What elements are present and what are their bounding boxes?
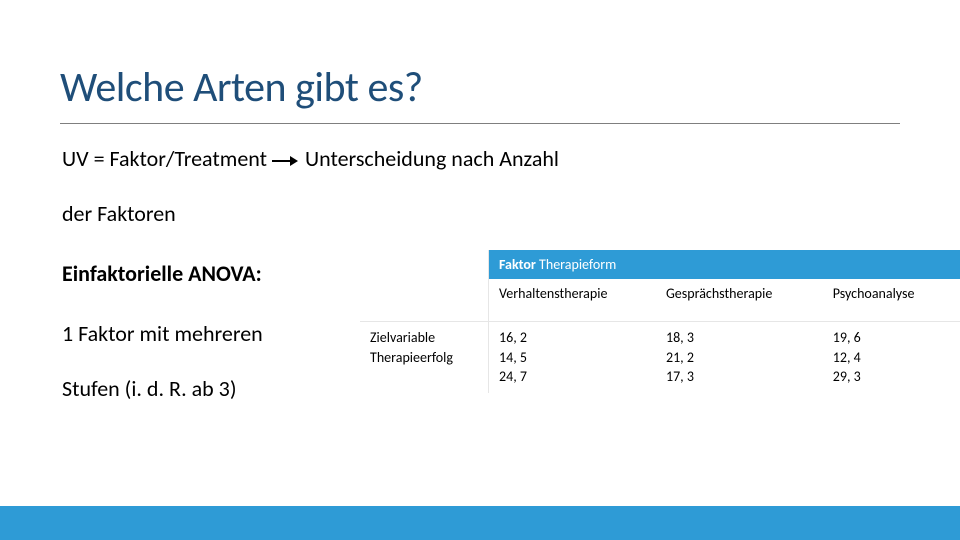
subheader-3: Psychoanalyse <box>823 279 960 322</box>
body-line-2: der Faktoren <box>62 200 176 229</box>
factor-rest: Therapieform <box>539 256 616 273</box>
table-subheader-row: Verhaltenstherapie Gesprächstherapie Psy… <box>360 279 960 322</box>
unterscheidung-text: Unterscheidung nach Anzahl <box>305 145 559 172</box>
subheader-blank <box>360 279 489 322</box>
c3b: 12, 4 <box>833 349 861 366</box>
subheader-1: Verhaltenstherapie <box>489 279 656 322</box>
c3c: 29, 3 <box>833 368 861 385</box>
slide-title: Welche Arten gibt es? <box>60 62 423 119</box>
row-label-b: Therapieerfolg <box>370 349 453 366</box>
c2b: 21, 2 <box>666 349 694 366</box>
body-line-1: UV = Faktor/Treatment Unterscheidung nac… <box>62 145 559 174</box>
footer-bar <box>0 506 960 540</box>
table-data-row: Zielvariable Therapieerfolg 16, 2 14, 5 … <box>360 322 960 393</box>
table-header-row: Faktor Therapieform <box>360 250 960 279</box>
c3a: 19, 6 <box>833 329 861 346</box>
title-underline <box>60 123 900 124</box>
cell-1: 16, 2 14, 5 24, 7 <box>489 322 656 393</box>
factor-header: Faktor Therapieform <box>489 250 960 279</box>
anova-table: Faktor Therapieform Verhaltenstherapie G… <box>360 250 960 393</box>
c1b: 14, 5 <box>499 349 527 366</box>
cell-2: 18, 3 21, 2 17, 3 <box>656 322 823 393</box>
c1c: 24, 7 <box>499 368 527 385</box>
row-label: Zielvariable Therapieerfolg <box>360 322 489 393</box>
body-line-3: 1 Faktor mit mehreren <box>62 320 263 349</box>
row-label-a: Zielvariable <box>370 329 435 346</box>
c2c: 17, 3 <box>666 368 694 385</box>
factor-bold: Faktor <box>499 256 536 273</box>
header-blank <box>360 250 489 279</box>
body-line-4: Stufen (i. d. R. ab 3) <box>62 375 237 404</box>
subheading: Einfaktorielle ANOVA: <box>62 260 262 287</box>
c2a: 18, 3 <box>666 329 694 346</box>
cell-3: 19, 6 12, 4 29, 3 <box>823 322 960 393</box>
uv-text: UV = Faktor/Treatment <box>62 145 267 172</box>
slide: Welche Arten gibt es? UV = Faktor/Treatm… <box>0 0 960 540</box>
c1a: 16, 2 <box>499 329 527 346</box>
subheader-2: Gesprächstherapie <box>656 279 823 322</box>
